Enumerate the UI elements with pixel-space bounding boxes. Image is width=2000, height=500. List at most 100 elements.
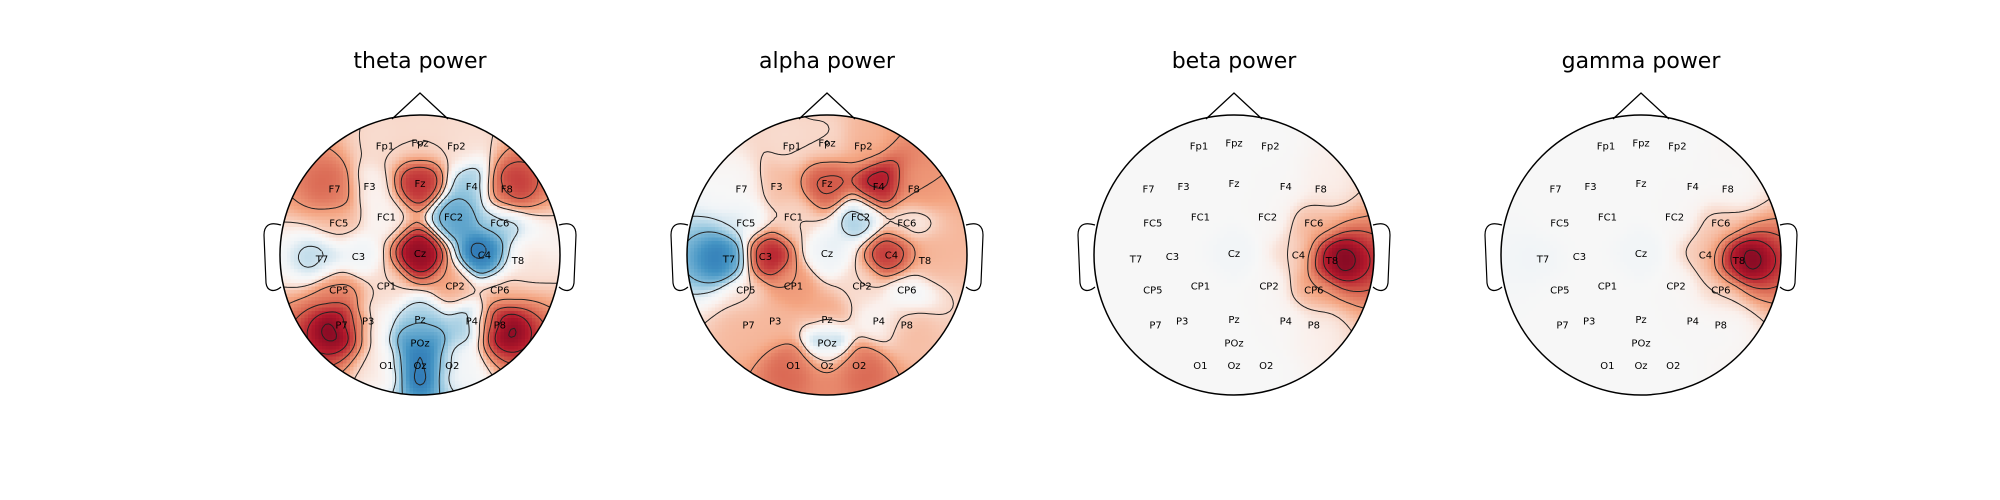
nose-outline	[391, 92, 449, 120]
electrode-label-cp1: CP1	[784, 281, 803, 292]
contour-lines	[1685, 195, 1781, 326]
electrode-label-pz: Pz	[1228, 315, 1239, 326]
electrode-label-p3: P3	[769, 316, 781, 327]
electrode-label-fc5: FC5	[1550, 218, 1569, 229]
electrode-label-fp1: Fp1	[1190, 141, 1208, 152]
electrode-label-fz: Fz	[1635, 179, 1646, 190]
electrode-label-fz: Fz	[414, 179, 425, 190]
electrode-label-fp1: Fp1	[376, 141, 394, 152]
electrode-label-p3: P3	[1176, 316, 1188, 327]
electrode-label-cp6: CP6	[1304, 286, 1323, 297]
electrode-label-cp1: CP1	[1598, 281, 1617, 292]
electrode-label-cp6: CP6	[897, 286, 916, 297]
left-ear-outline	[1077, 223, 1096, 292]
electrode-label-f8: F8	[501, 185, 513, 196]
nose-outline	[1612, 92, 1670, 120]
electrode-label-c4: C4	[885, 251, 898, 262]
electrode-label-cp5: CP5	[1143, 286, 1162, 297]
electrode-label-t8: T8	[511, 256, 524, 267]
electrode-label-p4: P4	[466, 316, 478, 327]
left-ear-outline	[263, 223, 282, 292]
electrode-label-f4: F4	[1687, 182, 1699, 193]
electrode-label-fc1: FC1	[377, 213, 396, 224]
right-ear-outline	[965, 223, 984, 292]
topomap-panel-1: theta power Fp1 Fpz Fp2 F7 F3 Fz F4 F8 FC5 FC1 FC2 F…	[263, 49, 577, 396]
electrode-label-oz: Oz	[413, 361, 426, 372]
electrode-label-fp2: Fp2	[1668, 141, 1686, 152]
electrode-label-o1: O1	[379, 361, 393, 372]
electrode-label-fc5: FC5	[329, 218, 348, 229]
panel-title: theta power	[353, 49, 487, 74]
head-outline	[686, 114, 968, 396]
electrode-label-f7: F7	[329, 185, 341, 196]
nose-outline	[798, 92, 856, 120]
left-ear-outline	[1484, 223, 1503, 292]
electrode-label-fz: Fz	[1228, 179, 1239, 190]
electrode-label-poz: POz	[1224, 339, 1243, 350]
electrode-label-fc2: FC2	[1258, 213, 1277, 224]
electrode-label-p8: P8	[1715, 321, 1727, 332]
electrode-label-pz: Pz	[1635, 315, 1646, 326]
electrode-label-c3: C3	[1166, 252, 1179, 263]
electrode-label-f8: F8	[908, 185, 920, 196]
electrode-label-cz: Cz	[1635, 249, 1647, 260]
electrode-label-p8: P8	[1308, 321, 1320, 332]
electrode-label-fc2: FC2	[851, 213, 870, 224]
electrode-label-fc2: FC2	[1665, 213, 1684, 224]
electrode-label-cp5: CP5	[1550, 286, 1569, 297]
electrode-label-f3: F3	[771, 182, 783, 193]
electrode-label-fc1: FC1	[784, 213, 803, 224]
electrode-label-cz: Cz	[1228, 249, 1240, 260]
electrode-label-c3: C3	[759, 252, 772, 263]
electrode-label-fc6: FC6	[490, 218, 509, 229]
electrode-label-f8: F8	[1722, 185, 1734, 196]
electrode-label-t8: T8	[1732, 256, 1745, 267]
electrode-label-o1: O1	[1193, 361, 1207, 372]
electrode-label-fp2: Fp2	[447, 141, 465, 152]
electrode-label-cp2: CP2	[445, 281, 464, 292]
electrode-label-p4: P4	[873, 316, 885, 327]
electrode-label-c4: C4	[1699, 251, 1712, 262]
electrode-label-f3: F3	[1178, 182, 1190, 193]
panel-title: alpha power	[759, 49, 896, 74]
electrode-label-f4: F4	[1280, 182, 1292, 193]
electrode-label-fp2: Fp2	[854, 141, 872, 152]
electrode-label-fc1: FC1	[1598, 213, 1617, 224]
electrode-label-p7: P7	[742, 321, 754, 332]
electrode-label-p7: P7	[335, 321, 347, 332]
contour-lines	[1287, 187, 1374, 336]
electrode-label-f7: F7	[1143, 185, 1155, 196]
electrode-label-poz: POz	[1631, 339, 1650, 350]
left-ear-outline	[670, 223, 689, 292]
electrode-label-t8: T8	[1325, 256, 1338, 267]
electrode-label-p8: P8	[494, 321, 506, 332]
electrode-label-poz: POz	[410, 339, 429, 350]
electrode-label-fz: Fz	[821, 179, 832, 190]
electrode-label-f4: F4	[466, 182, 478, 193]
electrode-label-o1: O1	[786, 361, 800, 372]
electrode-label-o2: O2	[445, 361, 459, 372]
electrode-label-fc1: FC1	[1191, 213, 1210, 224]
topomap-panel-2: alpha power Fp1 Fpz Fp2 F7 F3 Fz F4 F8 FC5 FC1 FC2 F…	[670, 49, 984, 396]
right-ear-outline	[558, 223, 577, 292]
nose-outline	[1205, 92, 1263, 120]
electrode-label-pz: Pz	[414, 315, 425, 326]
electrode-label-t8: T8	[918, 256, 931, 267]
electrode-label-cp1: CP1	[1191, 281, 1210, 292]
electrode-label-t7: T7	[722, 255, 735, 266]
head-outline	[1093, 114, 1375, 396]
electrode-label-cp5: CP5	[329, 286, 348, 297]
contour-lines	[687, 115, 954, 382]
electrode-label-f3: F3	[1585, 182, 1597, 193]
topomap-panel-4: gamma power Fp1 Fpz Fp2 F7 F3 Fz F4 F8 FC5 FC1 FC2 F…	[1484, 49, 1798, 396]
electrode-label-fc6: FC6	[1711, 218, 1730, 229]
electrode-label-f8: F8	[1315, 185, 1327, 196]
electrode-label-p8: P8	[901, 321, 913, 332]
electrode-label-fp1: Fp1	[783, 141, 801, 152]
right-ear-outline	[1779, 223, 1798, 292]
electrode-label-c4: C4	[478, 251, 491, 262]
electrode-label-o2: O2	[1259, 361, 1273, 372]
electrode-label-cp6: CP6	[1711, 286, 1730, 297]
head-outline	[279, 114, 561, 396]
electrode-label-p7: P7	[1149, 321, 1161, 332]
